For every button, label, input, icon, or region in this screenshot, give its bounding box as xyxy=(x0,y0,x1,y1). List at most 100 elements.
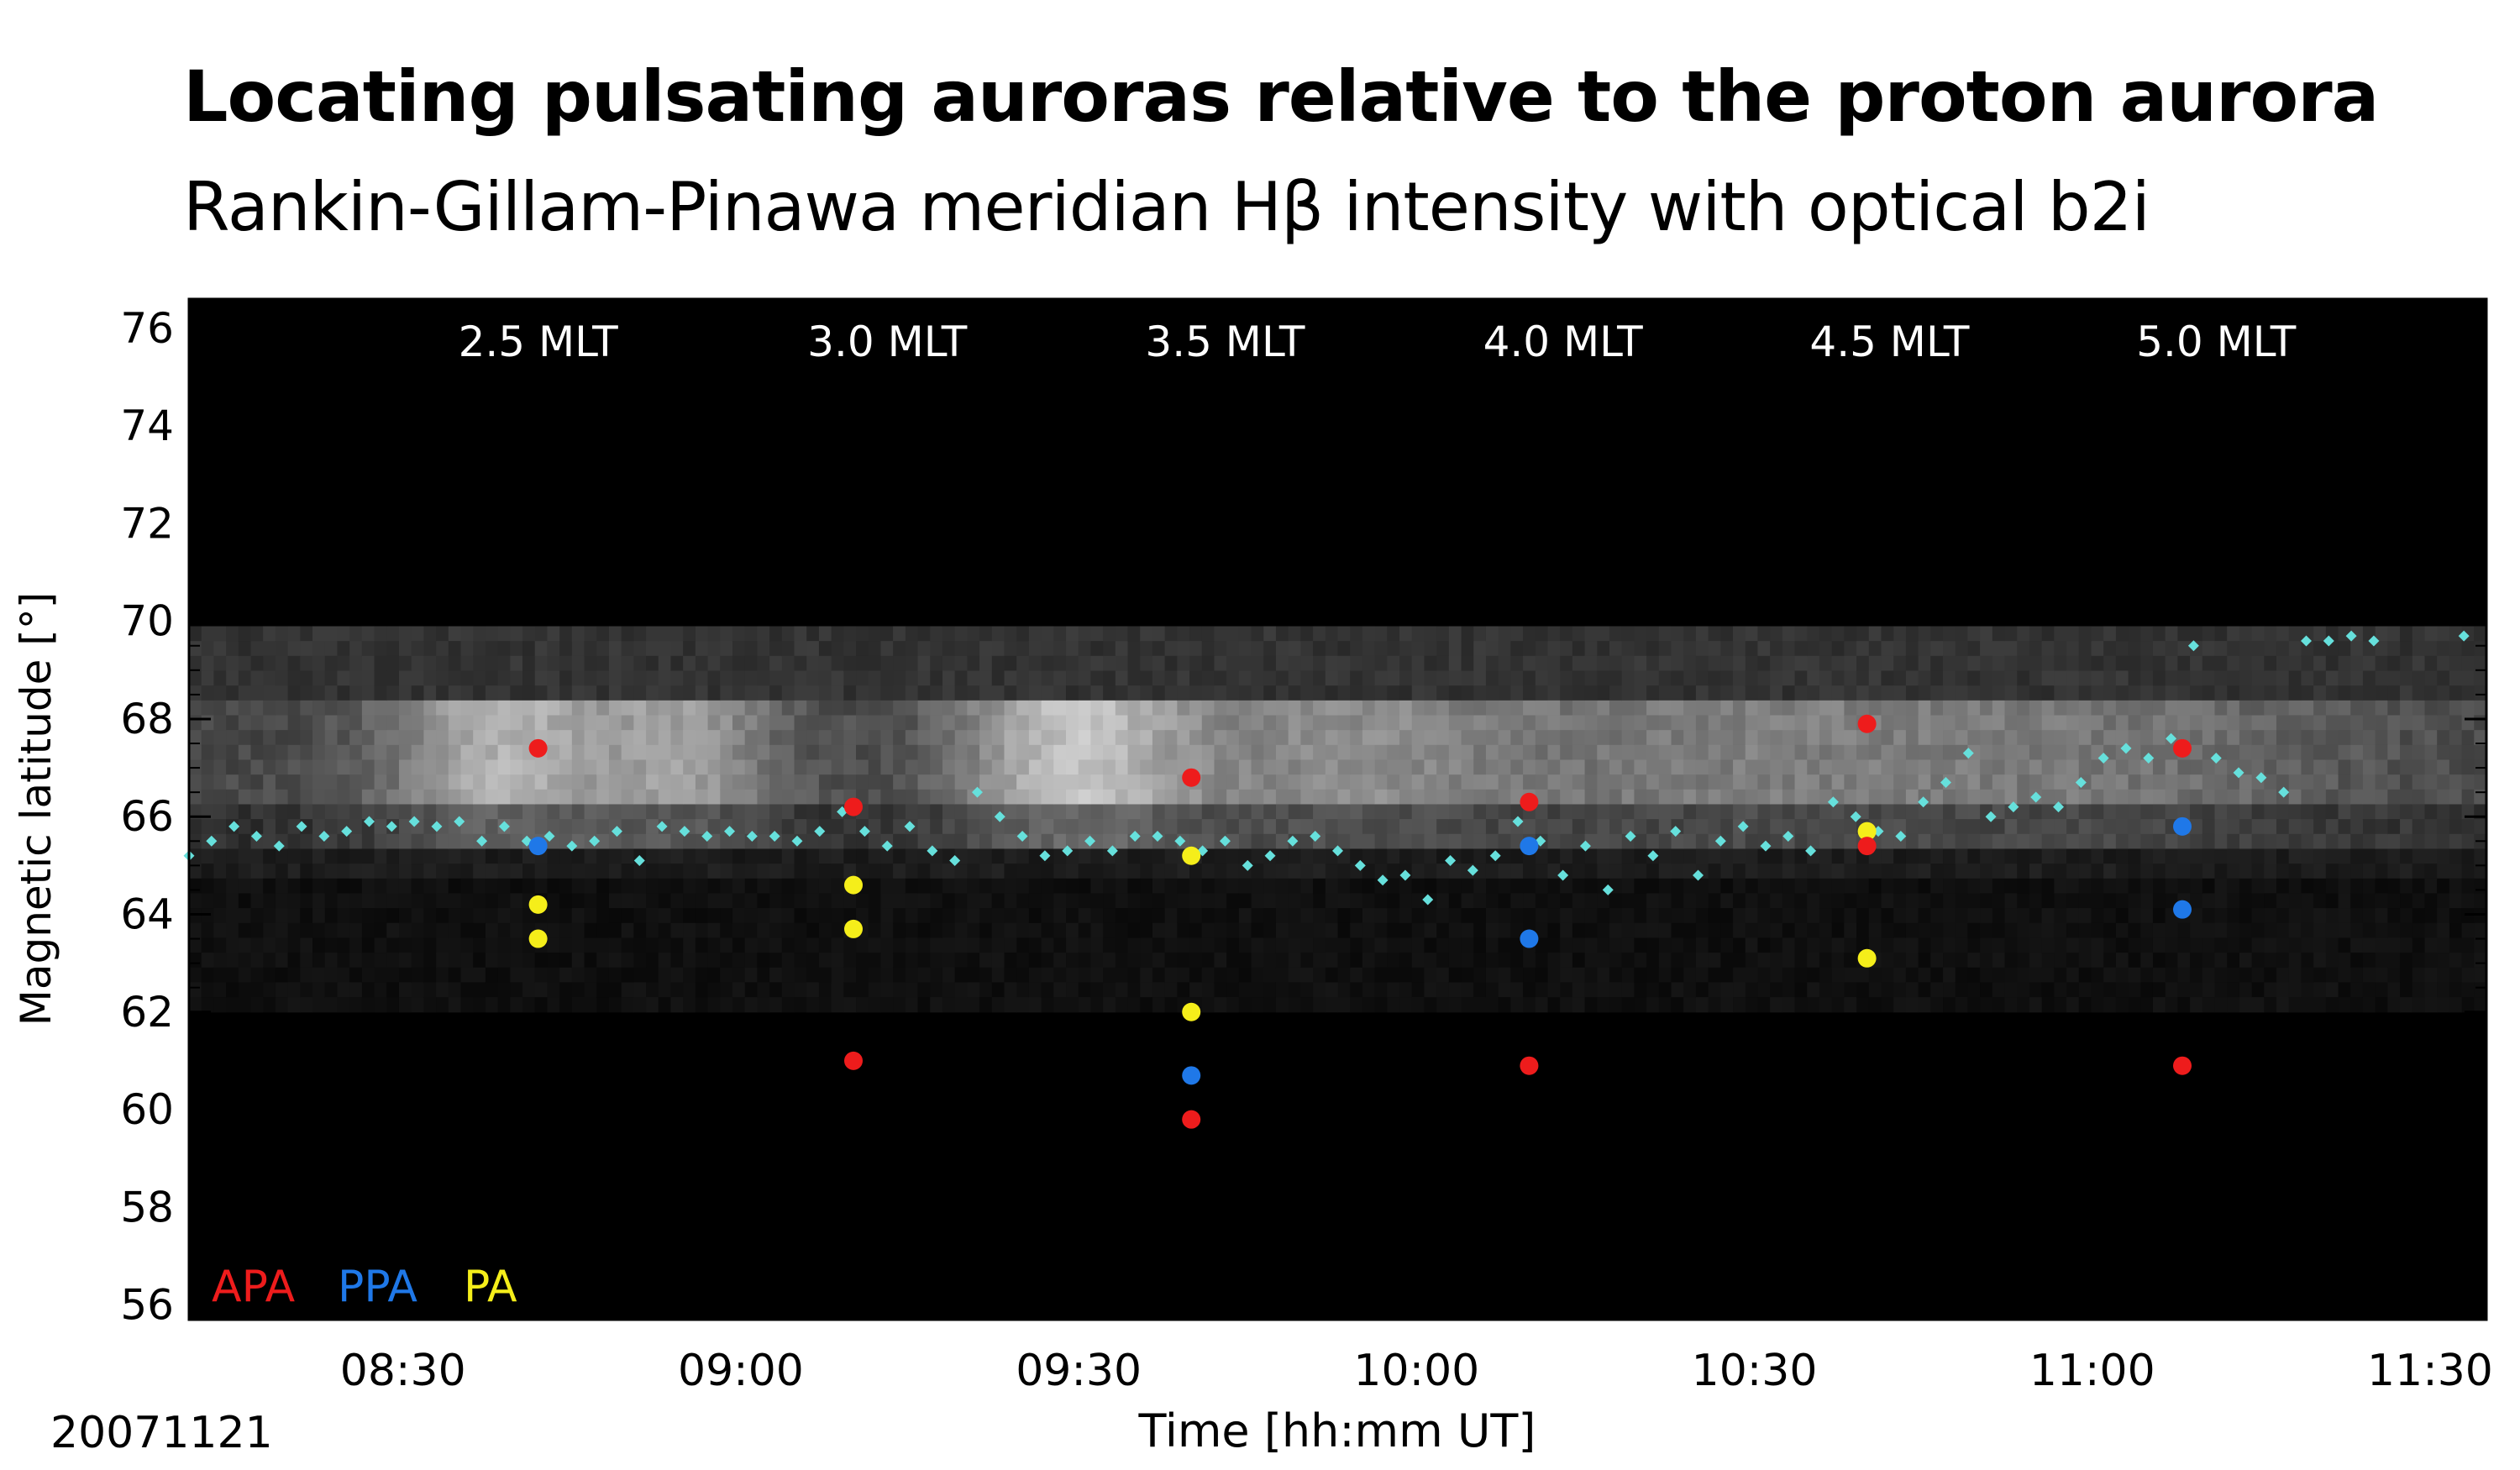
apa-point xyxy=(1520,1056,1539,1075)
pa-point xyxy=(1857,948,1877,968)
b2i-point xyxy=(1579,840,1591,852)
apa-point xyxy=(1857,714,1877,733)
b2i-point xyxy=(273,840,285,852)
mlt-label: 4.0 MLT xyxy=(1483,318,1644,366)
b2i-point xyxy=(769,830,780,842)
b2i-point xyxy=(1714,835,1726,847)
apa-point xyxy=(1182,768,1201,787)
x-tick-label: 09:00 xyxy=(678,1346,804,1396)
pa-point xyxy=(1857,822,1877,841)
b2i-point xyxy=(994,811,1005,822)
b2i-point xyxy=(1850,811,1861,822)
pa-point xyxy=(1182,846,1201,865)
b2i-point xyxy=(858,826,870,837)
chart-subtitle: Rankin-Gillam-Pinawa meridian Hβ intensi… xyxy=(183,168,2150,246)
mlt-label: 5.0 MLT xyxy=(2136,318,2297,366)
legend-pa: PA xyxy=(464,1262,517,1312)
b2i-point xyxy=(318,830,330,842)
b2i-point xyxy=(1918,796,1929,808)
b2i-point xyxy=(1962,748,1974,759)
ppa-point xyxy=(1182,1066,1201,1085)
b2i-point xyxy=(1106,845,1118,857)
x-tick-label: 11:00 xyxy=(2029,1346,2155,1396)
b2i-point xyxy=(1129,830,1141,842)
pa-point xyxy=(528,895,548,914)
b2i-point xyxy=(341,826,353,837)
mlt-label: 3.0 MLT xyxy=(807,318,968,366)
apa-point xyxy=(1520,792,1539,811)
b2i-point xyxy=(1895,830,1907,842)
mlt-label: 3.5 MLT xyxy=(1145,318,1305,366)
b2i-point xyxy=(228,821,240,832)
b2i-point xyxy=(206,835,218,847)
y-tick-label: 62 xyxy=(120,988,174,1037)
b2i-point xyxy=(476,835,488,847)
b2i-point xyxy=(1760,840,1772,852)
b2i-point xyxy=(1242,859,1253,871)
y-tick-label: 58 xyxy=(120,1183,174,1231)
h-beta-intensity-image xyxy=(189,626,2487,1013)
b2i-point xyxy=(1805,845,1817,857)
apa-point xyxy=(2173,738,2192,758)
b2i-point xyxy=(1670,826,1682,837)
b2i-point xyxy=(1377,874,1389,886)
b2i-point xyxy=(701,830,713,842)
b2i-point xyxy=(1264,850,1276,862)
b2i-point xyxy=(1602,884,1614,895)
b2i-point xyxy=(296,821,307,832)
b2i-point xyxy=(543,830,555,842)
b2i-point xyxy=(1557,869,1569,881)
b2i-point xyxy=(949,855,961,867)
b2i-point xyxy=(2210,752,2222,764)
b2i-point xyxy=(2368,635,2380,647)
chart-title: Locating pulsating auroras relative to t… xyxy=(183,55,2379,138)
b2i-point xyxy=(2030,791,2042,803)
b2i-point xyxy=(2008,801,2019,813)
b2i-point xyxy=(454,816,465,827)
plot-frame xyxy=(187,297,2488,1321)
b2i-point xyxy=(2143,752,2155,764)
b2i-point xyxy=(431,821,443,832)
b2i-point xyxy=(927,845,938,857)
pa-point xyxy=(844,919,864,938)
pa-point xyxy=(1182,1002,1201,1021)
b2i-point xyxy=(1152,830,1163,842)
b2i-point xyxy=(2120,743,2132,754)
legend-apa: APA xyxy=(212,1262,296,1312)
apa-point xyxy=(1857,837,1877,856)
b2i-point xyxy=(971,786,983,798)
ppa-point xyxy=(1520,929,1539,948)
apa-point xyxy=(844,1051,864,1070)
apa-point xyxy=(528,738,548,758)
b2i-point xyxy=(1512,816,1524,827)
b2i-point xyxy=(791,835,803,847)
ppa-point xyxy=(1520,837,1539,856)
b2i-point xyxy=(2166,732,2177,744)
b2i-point xyxy=(2187,640,2199,652)
y-axis-label: Magnetic latitude [°] xyxy=(12,592,60,1026)
x-axis-label: Time [hh:mm UT] xyxy=(1138,1404,1536,1457)
b2i-point xyxy=(1693,869,1704,881)
y-tick-label: 66 xyxy=(120,792,174,841)
b2i-point xyxy=(1287,835,1299,847)
b2i-point xyxy=(724,826,736,837)
y-tick-label: 74 xyxy=(120,402,174,450)
y-tick-label: 60 xyxy=(120,1085,174,1134)
b2i-point xyxy=(566,840,578,852)
y-tick-label: 68 xyxy=(120,695,174,743)
b2i-point xyxy=(656,821,668,832)
b2i-point xyxy=(814,826,826,837)
b2i-point xyxy=(1647,850,1659,862)
b2i-point xyxy=(2300,635,2312,647)
b2i-point xyxy=(746,830,758,842)
apa-point xyxy=(1182,1110,1201,1129)
apa-point xyxy=(844,797,864,816)
b2i-point xyxy=(1016,830,1028,842)
pa-point xyxy=(844,875,864,895)
b2i-point xyxy=(2075,777,2087,789)
x-tick-label: 10:00 xyxy=(1353,1346,1479,1396)
b2i-point xyxy=(589,835,601,847)
b2i-point xyxy=(1489,850,1501,862)
y-tick-label: 72 xyxy=(120,499,174,548)
y-tick-label: 64 xyxy=(120,890,174,938)
